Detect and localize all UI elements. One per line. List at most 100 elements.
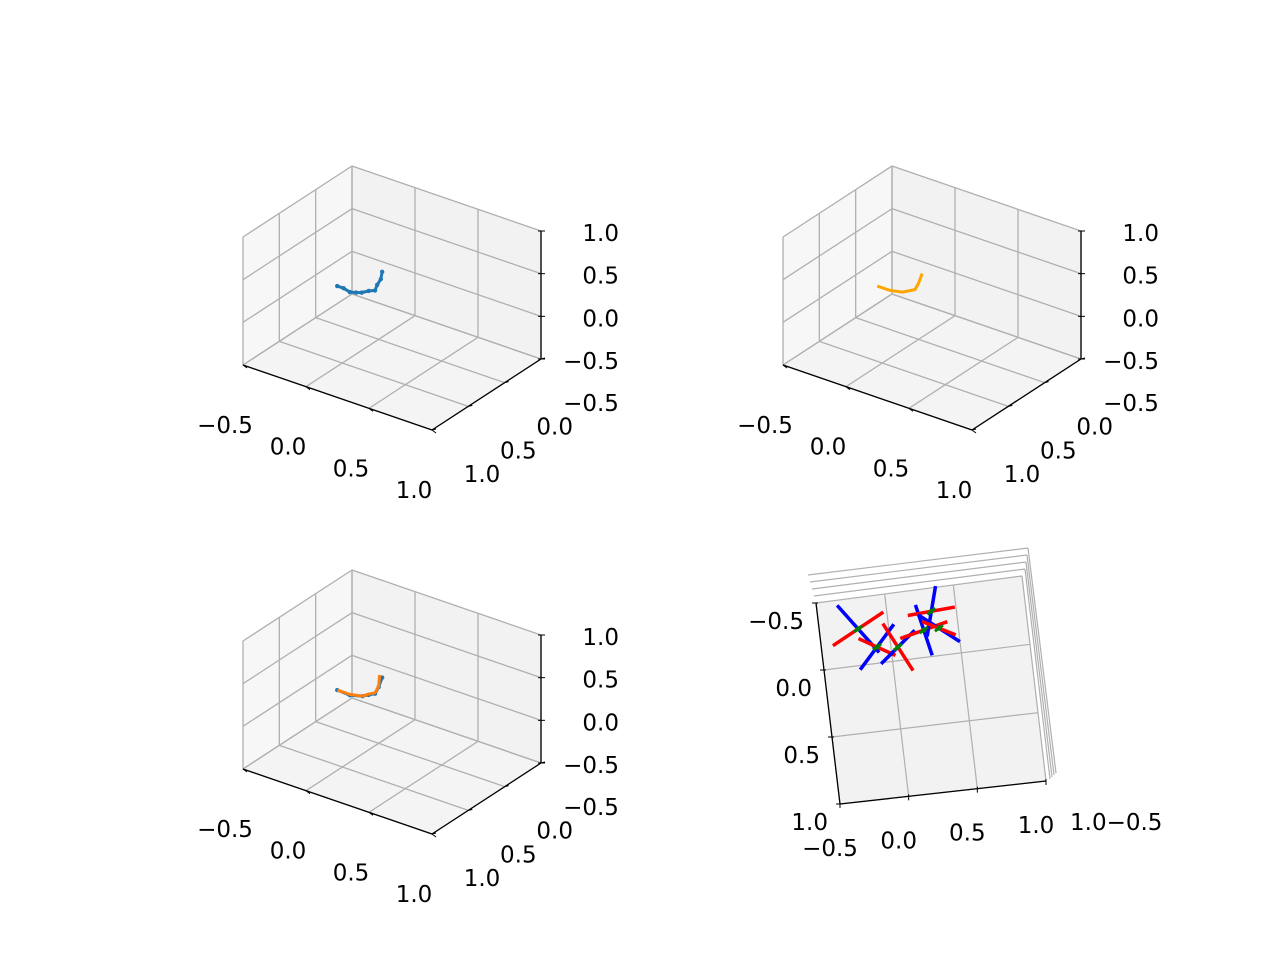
subplot-bottom-right: −0.50.00.51.0−0.5 0.0 0.5 1.0 1.0−0.5 (748, 547, 1162, 862)
grid-line (1021, 575, 1047, 782)
grid-line (891, 293, 1082, 360)
x-tick-label: 1.0 (396, 478, 433, 504)
z-tick-label: −0.5 (1103, 349, 1159, 375)
subplot-bottom-left: −0.50.00.51.0−0.50.00.51.0−0.50.00.51.0 (197, 569, 619, 908)
grid-line (368, 740, 479, 813)
grid-line (242, 208, 353, 281)
grid-line (242, 165, 353, 238)
x-axis-line (242, 768, 433, 835)
grid-line (305, 719, 416, 792)
x-tick (971, 429, 977, 434)
x-tick-label: 0.5 (873, 456, 910, 482)
frame-origin (921, 627, 927, 633)
x-tick (908, 407, 914, 412)
series-point (353, 290, 359, 295)
series-line-0 (336, 271, 384, 295)
grid-line (908, 336, 1019, 409)
grid-line (884, 593, 910, 797)
y-tick-label: 1.0 (464, 866, 501, 892)
grid-line (782, 165, 893, 238)
y-tick (971, 428, 977, 431)
x-tick (845, 386, 851, 391)
z-tick-label-overlap: 1.0−0.5 (1070, 810, 1162, 836)
grid-line (819, 340, 1009, 407)
grid-line (315, 317, 505, 384)
frame-origin (874, 644, 880, 650)
z-tick-label: 0.0 (582, 306, 619, 332)
wall-edge (807, 547, 1029, 576)
grid-line (891, 165, 1082, 232)
y-tick (504, 785, 509, 788)
y-tick (1008, 404, 1013, 407)
x-tick-label: 1.0 (1018, 813, 1055, 839)
grid-line (782, 250, 893, 323)
x-axis-line (782, 364, 973, 431)
grid-line (351, 654, 542, 721)
z-tick-label: 0.5 (1122, 264, 1159, 290)
frame-origin (936, 625, 942, 631)
y-tick-label: 0.0 (1076, 415, 1113, 441)
x-tick (242, 364, 248, 369)
wall-edge (809, 554, 1028, 583)
x-tick-label: −0.5 (737, 413, 793, 439)
z-tick-label: −0.5 (563, 753, 619, 779)
x-tick (305, 790, 311, 795)
y-tick (468, 404, 473, 407)
series-point (379, 675, 385, 680)
y-axis-line (815, 602, 841, 805)
z-tick-label: 1.0 (582, 625, 619, 651)
subplot-top-right: −0.50.00.51.0−0.50.00.51.0−0.50.00.51.0 (737, 165, 1159, 504)
y-tick-label: 1.0 (791, 810, 828, 836)
x-tick-label: 1.0 (936, 478, 973, 504)
x-tick-label: 0.0 (880, 828, 917, 854)
x-tick-label: −0.5 (197, 413, 253, 439)
grid-line (242, 654, 353, 727)
grid-line (891, 208, 1082, 275)
x-tick-label: 0.5 (333, 860, 370, 886)
grid-line (782, 208, 893, 281)
grid-line (242, 569, 353, 642)
y-tick-label: −0.5 (563, 795, 619, 821)
grid-line (952, 584, 978, 789)
x-tick-label: 0.0 (270, 839, 307, 865)
series-point (335, 283, 340, 289)
x-tick-label: 0.0 (810, 435, 847, 461)
x-tick-label: 0.0 (270, 435, 307, 461)
x-tick (431, 833, 437, 838)
y-tick-label: −0.5 (748, 609, 804, 635)
grid-line (242, 293, 353, 366)
grid-line (845, 315, 956, 388)
x-tick (431, 429, 437, 434)
y-tick-label: −0.5 (563, 391, 619, 417)
y-tick (431, 428, 437, 431)
z-tick-label: 1.0 (1122, 221, 1159, 247)
x-tick (242, 768, 248, 773)
y-tick (431, 832, 437, 835)
y-tick-label: 0.5 (500, 842, 537, 868)
wall-edge (811, 561, 1027, 590)
grid-line (368, 336, 479, 409)
x-tick-label: −0.5 (802, 836, 858, 862)
grid-line (351, 612, 542, 679)
y-axis-line (971, 358, 1082, 431)
grid-line (351, 569, 542, 636)
frame-origin (855, 626, 861, 632)
x-tick-label: 1.0 (396, 882, 433, 908)
grid-line (351, 697, 542, 764)
y-tick-label: 0.0 (536, 415, 573, 441)
y-tick (504, 381, 509, 384)
x-tick (368, 407, 374, 412)
series-point (341, 286, 346, 291)
wall-edge (1024, 568, 1051, 780)
x-axis-line (839, 780, 1047, 805)
y-tick-label: 0.5 (1040, 438, 1077, 464)
wall-edge (813, 568, 1026, 597)
series-point (359, 290, 364, 295)
x-tick (368, 811, 374, 816)
y-tick-label: 1.0 (464, 462, 501, 488)
series-point (372, 288, 378, 293)
y-tick (1044, 381, 1049, 384)
y-axis-line (431, 762, 542, 835)
grid-line (815, 575, 1023, 604)
